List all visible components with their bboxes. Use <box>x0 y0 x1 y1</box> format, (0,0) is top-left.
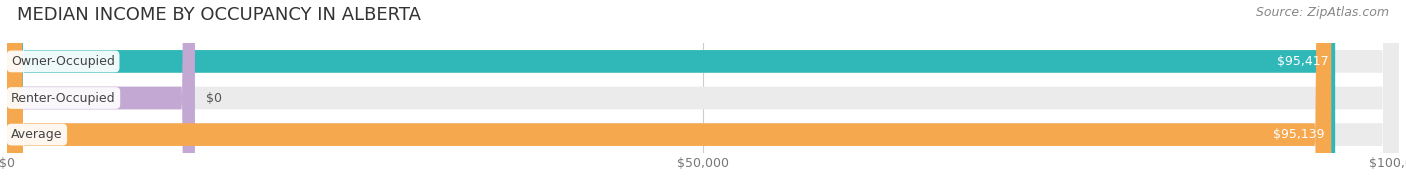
FancyBboxPatch shape <box>7 0 1399 196</box>
Text: Source: ZipAtlas.com: Source: ZipAtlas.com <box>1256 6 1389 19</box>
FancyBboxPatch shape <box>7 0 1399 196</box>
FancyBboxPatch shape <box>7 0 195 196</box>
Text: MEDIAN INCOME BY OCCUPANCY IN ALBERTA: MEDIAN INCOME BY OCCUPANCY IN ALBERTA <box>17 6 420 24</box>
Text: $0: $0 <box>207 92 222 104</box>
Text: $95,417: $95,417 <box>1277 55 1329 68</box>
Text: Owner-Occupied: Owner-Occupied <box>11 55 115 68</box>
FancyBboxPatch shape <box>7 0 1399 196</box>
Text: Average: Average <box>11 128 63 141</box>
FancyBboxPatch shape <box>7 0 1336 196</box>
FancyBboxPatch shape <box>7 0 1331 196</box>
Text: Renter-Occupied: Renter-Occupied <box>11 92 115 104</box>
Text: $95,139: $95,139 <box>1272 128 1324 141</box>
